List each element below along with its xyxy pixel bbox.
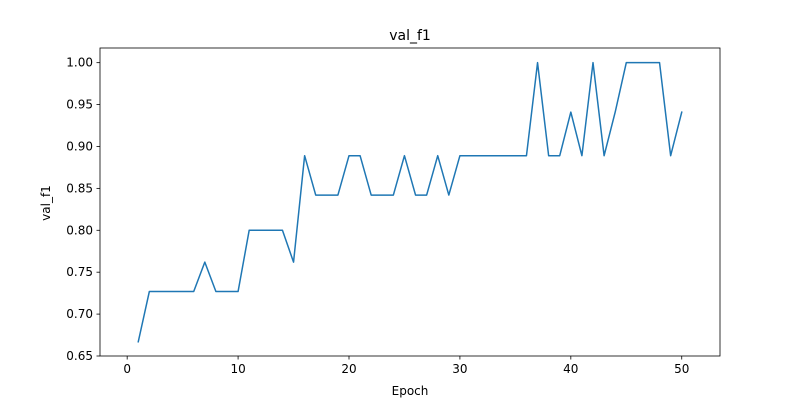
y-tick-label: 1.00 xyxy=(66,56,93,70)
x-axis-label: Epoch xyxy=(392,384,429,398)
x-tick-label: 0 xyxy=(123,362,131,376)
y-tick-label: 0.85 xyxy=(66,181,93,195)
x-tick-label: 20 xyxy=(341,362,356,376)
plot-area: 0 10 20 30 40 50 0.65 0.70 0.75 0.80 0.85 0.90 0.95 1… xyxy=(66,47,721,376)
y-tick-label: 0.90 xyxy=(66,139,93,153)
x-tick-label: 50 xyxy=(674,362,689,376)
y-tick-label: 0.80 xyxy=(66,223,93,237)
chart-title: val_f1 xyxy=(389,28,431,44)
x-tick-label: 10 xyxy=(230,362,245,376)
y-tick-label: 0.95 xyxy=(66,98,93,112)
axes-frame xyxy=(99,47,721,357)
x-tick-label: 30 xyxy=(452,362,467,376)
y-tick-label: 0.70 xyxy=(66,307,93,321)
y-axis-label: val_f1 xyxy=(39,185,53,221)
y-tick-label: 0.65 xyxy=(66,349,93,363)
x-tick-label: 40 xyxy=(563,362,578,376)
series-line-0 xyxy=(137,61,683,343)
y-tick-label: 0.75 xyxy=(66,265,93,279)
